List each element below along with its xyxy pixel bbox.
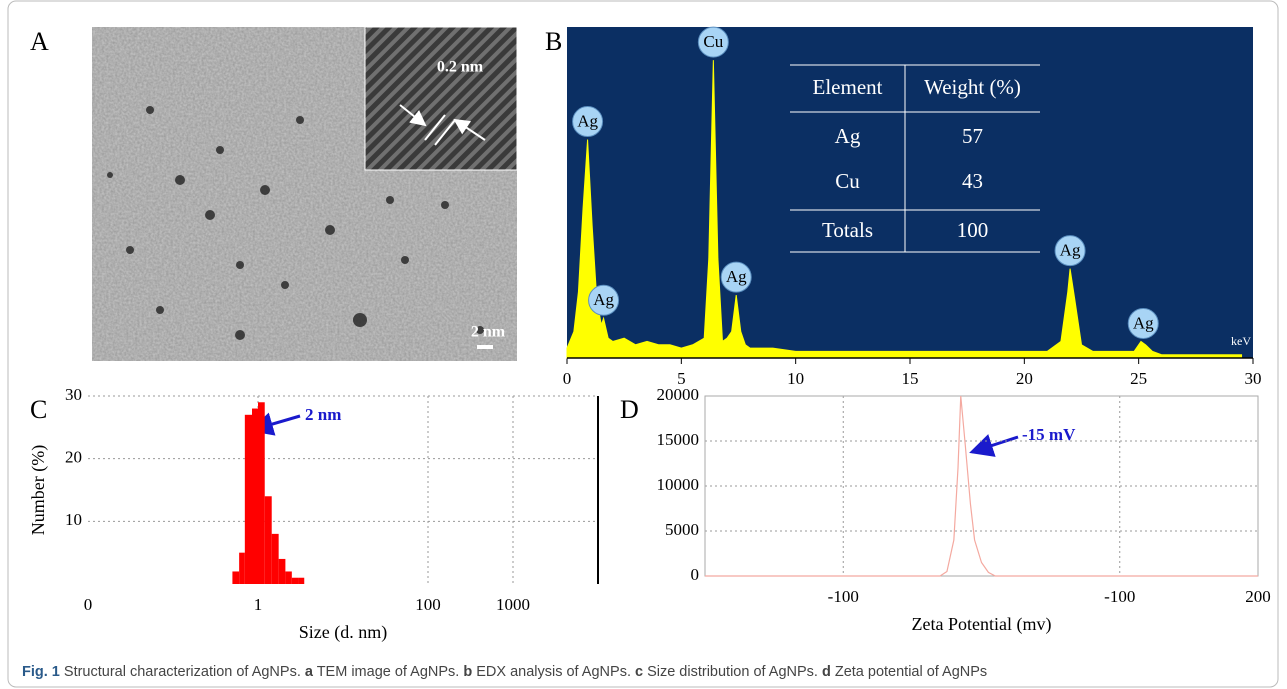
- table-cell: 57: [962, 124, 983, 148]
- y-tick-label: 15000: [657, 430, 700, 449]
- caption: Fig. 1 Structural characterization of Ag…: [22, 664, 987, 680]
- histogram-bar: [232, 571, 239, 584]
- x-tick-label: -100: [1104, 587, 1135, 606]
- caption-item: EDX analysis of AgNPs.: [472, 664, 631, 680]
- x-tick-label: 200: [1245, 587, 1271, 606]
- histogram-bar: [285, 571, 291, 584]
- peak-label: Ag: [593, 290, 614, 309]
- x-tick-label: -100: [828, 587, 859, 606]
- x-tick-label: 30: [1245, 369, 1262, 388]
- y-tick-label: 30: [65, 385, 82, 404]
- x-tick-label: 1: [254, 595, 263, 614]
- x-tick-label: 25: [1130, 369, 1147, 388]
- histogram-bar: [279, 559, 286, 584]
- y-tick-label: 10000: [657, 475, 700, 494]
- caption-letter: d: [822, 664, 831, 680]
- annotation: -15 mV: [1022, 425, 1076, 444]
- table-cell: 43: [962, 169, 983, 193]
- caption-text: Structural characterization of AgNPs.: [60, 664, 301, 680]
- annotation-arrow: [972, 437, 1018, 452]
- scale-bar-label: 2 nm: [471, 324, 506, 341]
- y-tick-label: 20: [65, 448, 82, 467]
- x-origin-label: 0: [84, 595, 93, 614]
- tem-image: 0.2 nm 2 nm: [92, 27, 517, 361]
- caption-letter: c: [635, 664, 643, 680]
- y-tick-label: 20000: [657, 385, 700, 404]
- x-tick-label: 15: [902, 369, 919, 388]
- caption-item: Zeta potential of AgNPs: [831, 664, 987, 680]
- annotation: 2 nm: [305, 405, 341, 424]
- caption-letter: b: [463, 664, 472, 680]
- table-cell: Ag: [835, 124, 861, 148]
- peak-label: Ag: [1060, 241, 1081, 260]
- caption-figure: Fig. 1: [22, 664, 60, 680]
- y-tick-label: 10: [65, 510, 82, 529]
- panel-label: B: [545, 27, 562, 56]
- peak-label: Ag: [726, 267, 747, 286]
- panel-label: C: [30, 395, 47, 424]
- table-header: Element: [813, 75, 883, 99]
- y-tick-label: 0: [691, 565, 700, 584]
- y-tick-label: 5000: [665, 520, 699, 539]
- histogram-bar: [245, 415, 252, 584]
- x-tick-label: 10: [787, 369, 804, 388]
- scale-bar: [477, 345, 493, 349]
- histogram-bar: [272, 534, 279, 584]
- histogram-bar: [252, 409, 258, 584]
- table-cell: Totals: [822, 218, 873, 242]
- histogram-bar: [258, 402, 265, 584]
- inset-label: 0.2 nm: [437, 59, 484, 76]
- figure: A 0.2 nm 2 nm Fig. 1 Structural characte…: [0, 0, 1287, 689]
- panel-label: D: [620, 395, 639, 424]
- histogram-bar: [299, 578, 305, 584]
- unit-label: keV: [1231, 334, 1251, 348]
- peak-label: Cu: [703, 32, 723, 51]
- x-tick-label: 100: [415, 595, 441, 614]
- caption-item: Size distribution of AgNPs.: [643, 664, 818, 680]
- x-tick-label: 0: [563, 369, 572, 388]
- peak-label: Ag: [577, 111, 598, 130]
- histogram-bar: [292, 578, 299, 584]
- plot-background: [567, 27, 1253, 358]
- table-cell: 100: [957, 218, 989, 242]
- x-axis-title: Size (d. nm): [299, 622, 387, 643]
- table-cell: Cu: [835, 169, 860, 193]
- x-axis-title: Zeta Potential (mv): [912, 614, 1052, 635]
- panel-label: A: [30, 27, 49, 56]
- histogram-bar: [239, 553, 245, 584]
- y-axis-title: Number (%): [28, 445, 49, 535]
- x-tick-label: 1000: [496, 595, 530, 614]
- table-header: Weight (%): [924, 75, 1021, 99]
- x-tick-label: 20: [1016, 369, 1033, 388]
- histogram-bar: [265, 496, 272, 584]
- peak-label: Ag: [1133, 313, 1154, 332]
- caption-item: TEM image of AgNPs.: [313, 664, 459, 680]
